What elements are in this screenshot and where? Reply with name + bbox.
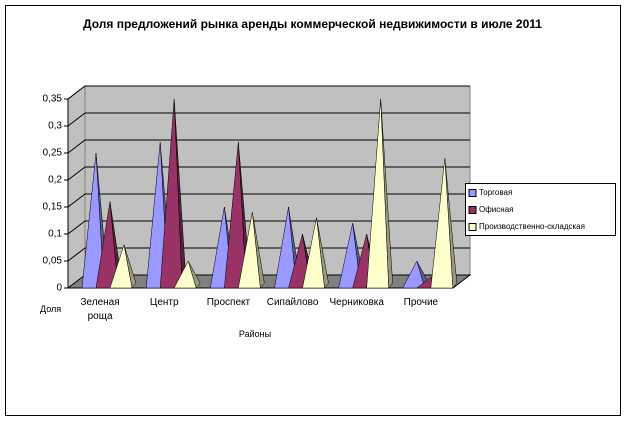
legend-box (465, 183, 616, 236)
x-axis-label: Районы (238, 329, 272, 339)
pyramid (173, 260, 197, 289)
pyramid (159, 98, 183, 289)
y-tick-label: 0,1 (48, 229, 62, 240)
legend-label: Офисная (479, 205, 513, 214)
pyramid (109, 244, 133, 289)
grid-line (67, 139, 470, 154)
pyramid (338, 223, 361, 289)
y-tick-label: 0,2 (48, 175, 62, 186)
grid-line (67, 112, 470, 127)
legend-label: Торговая (479, 188, 512, 197)
pyramid (366, 98, 389, 289)
y-axis-label: Доля (40, 304, 62, 314)
pyramid (95, 201, 119, 289)
back-wall (84, 85, 471, 276)
legend-swatch (468, 223, 477, 231)
x-tick-label: Черниковка (329, 297, 384, 308)
y-tick-label: 0,05 (43, 256, 63, 267)
pyramid (430, 158, 454, 289)
grid-line (67, 193, 470, 208)
pyramid (238, 212, 261, 289)
grid-line (67, 85, 470, 100)
grid-line (67, 220, 470, 235)
pyramid (402, 260, 426, 289)
pyramid (224, 142, 247, 289)
x-tick-label: Зеленая роща (80, 297, 120, 322)
y-tick-label: 0 (56, 283, 62, 294)
x-tick-label: Проспект (206, 297, 251, 308)
chart-title: Доля предложений рынка аренды коммерческ… (83, 17, 542, 31)
grid-line (67, 166, 470, 181)
x-tick-label: Сипайлово (266, 297, 319, 308)
y-tick-label: 0,25 (43, 148, 63, 159)
y-tick-label: 0,3 (48, 121, 62, 132)
legend-swatch (468, 206, 477, 214)
y-tick-label: 0,15 (43, 202, 63, 213)
pyramid (302, 217, 325, 289)
legend-swatch (468, 189, 477, 197)
x-tick-label: Центр (149, 297, 179, 308)
pyramid (274, 206, 297, 289)
x-tick-label: Прочие (403, 297, 439, 308)
legend-label: Производственно-складская (479, 222, 585, 231)
y-tick-label: 0,35 (43, 94, 63, 105)
pyramid (81, 152, 105, 289)
side-wall (67, 84, 86, 290)
grid-line (67, 247, 470, 262)
